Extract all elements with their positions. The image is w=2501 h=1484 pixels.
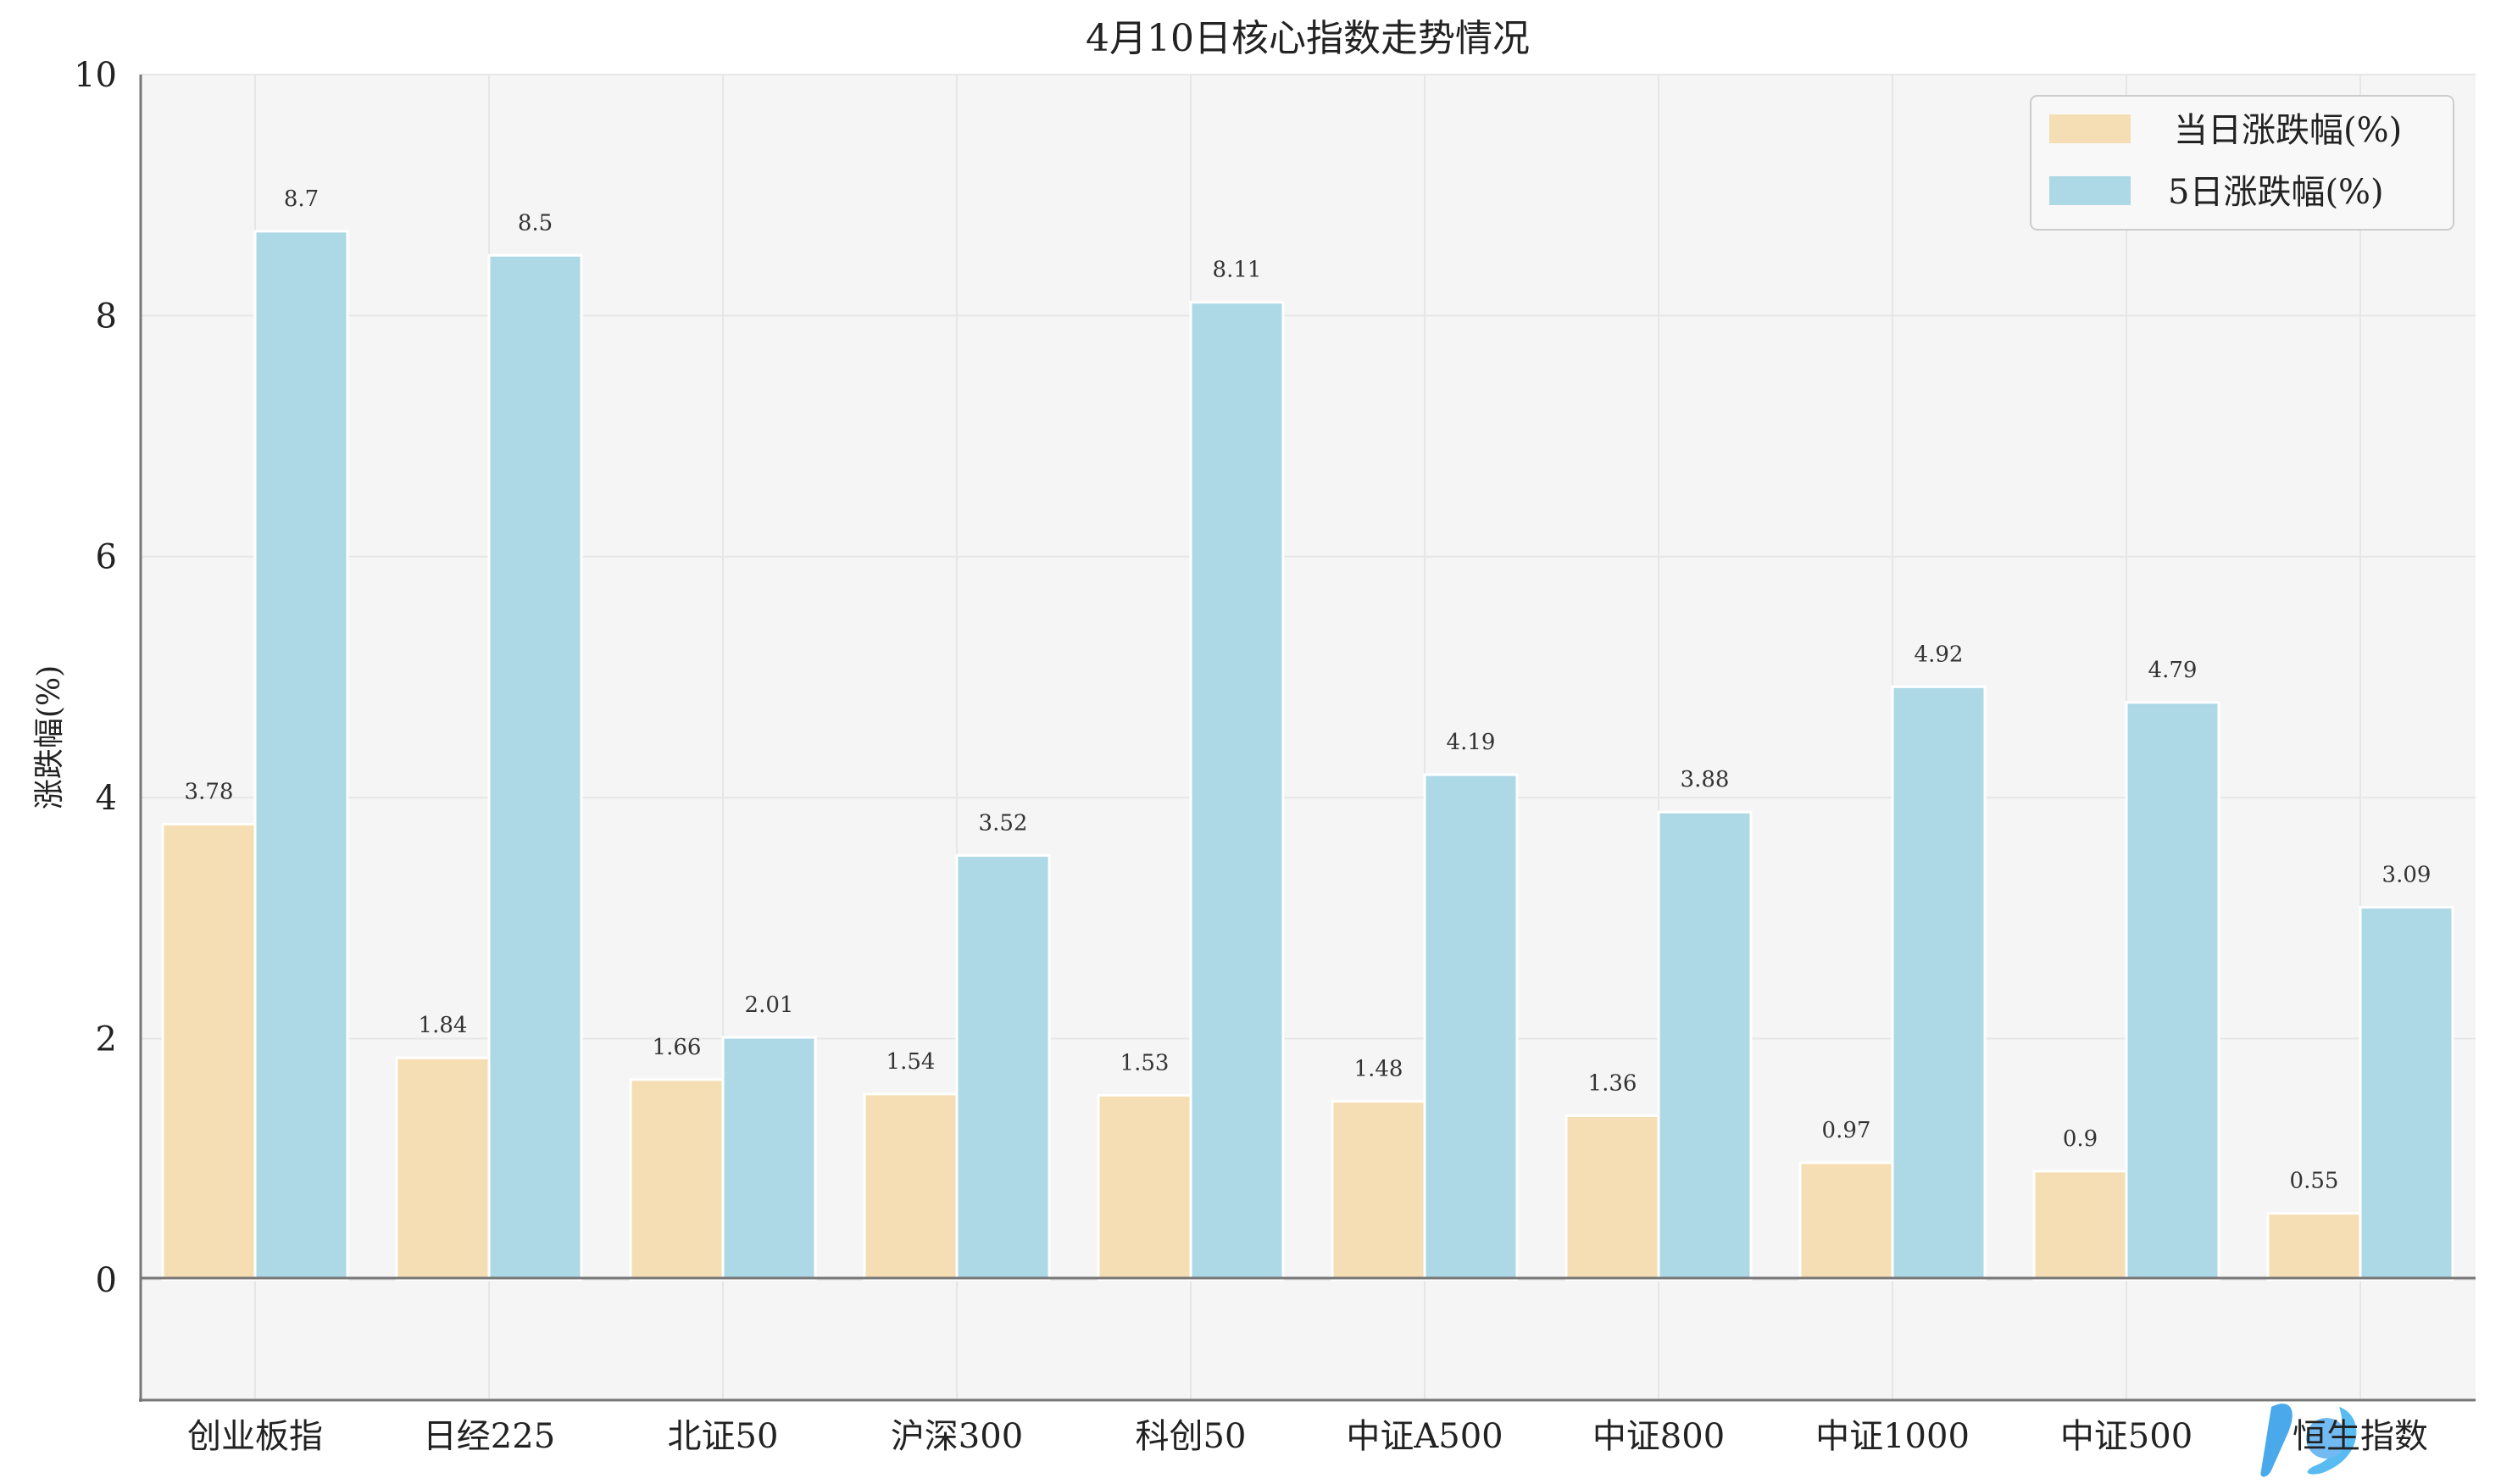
data-label: 1.84 [419, 1013, 468, 1038]
legend-label-daily: 当日涨跌幅(%) [2174, 111, 2402, 150]
bar-5day [955, 853, 1051, 1281]
bar-5day [1189, 301, 1285, 1281]
legend-label-5day: 5日涨跌幅(%) [2168, 173, 2384, 212]
data-label: 0.9 [2063, 1126, 2098, 1152]
bar-5day [2125, 701, 2220, 1281]
y-tick-label: 10 [74, 56, 117, 95]
x-tick-label: 恒生指数 [2293, 1417, 2428, 1456]
x-tick-label: 创业板指 [187, 1417, 323, 1456]
data-label: 8.11 [1213, 258, 1262, 283]
data-label: 4.92 [1915, 642, 1964, 667]
x-tick-label: 中证500 [2060, 1417, 2193, 1456]
bar-daily [629, 1078, 725, 1281]
bar-daily [1097, 1093, 1192, 1281]
data-labels: 3.78 8.7 1.84 8.5 1.66 2.01 1.54 3.52 1.53 8.11 1.… [185, 186, 2432, 1194]
y-tick-label: 4 [96, 779, 117, 818]
data-label: 1.48 [1354, 1056, 1403, 1081]
data-label: 8.5 [518, 210, 553, 236]
x-tick-label: 沪深300 [891, 1417, 1023, 1456]
watermark-logo [2260, 1403, 2357, 1477]
data-label: 8.7 [284, 186, 319, 212]
bar-daily [2266, 1212, 2362, 1281]
x-tick-label: 日经225 [423, 1417, 555, 1456]
bar-daily [395, 1056, 491, 1281]
bar-5day [1657, 810, 1753, 1281]
y-tick-label: 8 [96, 297, 117, 336]
data-label: 4.19 [1447, 730, 1496, 755]
y-axis-label: 涨跌幅(%) [32, 665, 67, 809]
data-label: 2.01 [745, 992, 794, 1018]
x-tick-labels: 创业板指 日经225 北证50 沪深300 科创50 中证A500 中证800 中证1000 中… [187, 1417, 2428, 1456]
data-label: 3.52 [979, 810, 1028, 836]
bar-daily [863, 1092, 959, 1281]
y-tick-labels: 0 2 4 6 8 10 [74, 56, 117, 1300]
legend: 当日涨跌幅(%) 5日涨跌幅(%) [2030, 95, 2454, 231]
bar-5day [1891, 685, 1987, 1281]
data-label: 4.79 [2148, 658, 2198, 683]
data-label: 3.09 [2382, 862, 2432, 887]
x-tick-label: 中证A500 [1346, 1417, 1503, 1456]
data-label: 3.88 [1681, 767, 1730, 792]
legend-swatch-5day [2049, 176, 2131, 205]
chart-title: 4月10日核心指数走势情况 [1086, 17, 1530, 60]
y-tick-label: 0 [96, 1261, 117, 1300]
x-tick-label: 北证50 [668, 1417, 779, 1456]
x-tick-label: 中证800 [1592, 1417, 1725, 1456]
y-tick-label: 2 [96, 1020, 117, 1059]
bar-daily [1565, 1114, 1660, 1281]
bar-5day [721, 1036, 817, 1281]
bar-daily [2032, 1170, 2128, 1281]
bars [161, 230, 2454, 1281]
data-label: 0.55 [2290, 1169, 2339, 1194]
y-tick-label: 6 [96, 538, 117, 577]
x-tick-label: 科创50 [1136, 1417, 1247, 1456]
x-tick-label: 中证1000 [1815, 1417, 1970, 1456]
data-label: 1.53 [1120, 1050, 1170, 1075]
bar-daily [161, 822, 257, 1281]
bar-5day [2359, 905, 2454, 1281]
bar-daily [1798, 1161, 1894, 1281]
data-label: 0.97 [1822, 1118, 1871, 1143]
data-label: 1.36 [1588, 1070, 1637, 1096]
bar-5day [253, 230, 349, 1281]
data-label: 1.66 [653, 1035, 702, 1060]
legend-swatch-daily [2049, 114, 2131, 143]
bar-daily [1331, 1099, 1426, 1281]
bar-5day [1423, 773, 1519, 1281]
bar-5day [487, 253, 583, 1281]
data-label: 1.54 [886, 1049, 936, 1075]
data-label: 3.78 [185, 779, 234, 804]
